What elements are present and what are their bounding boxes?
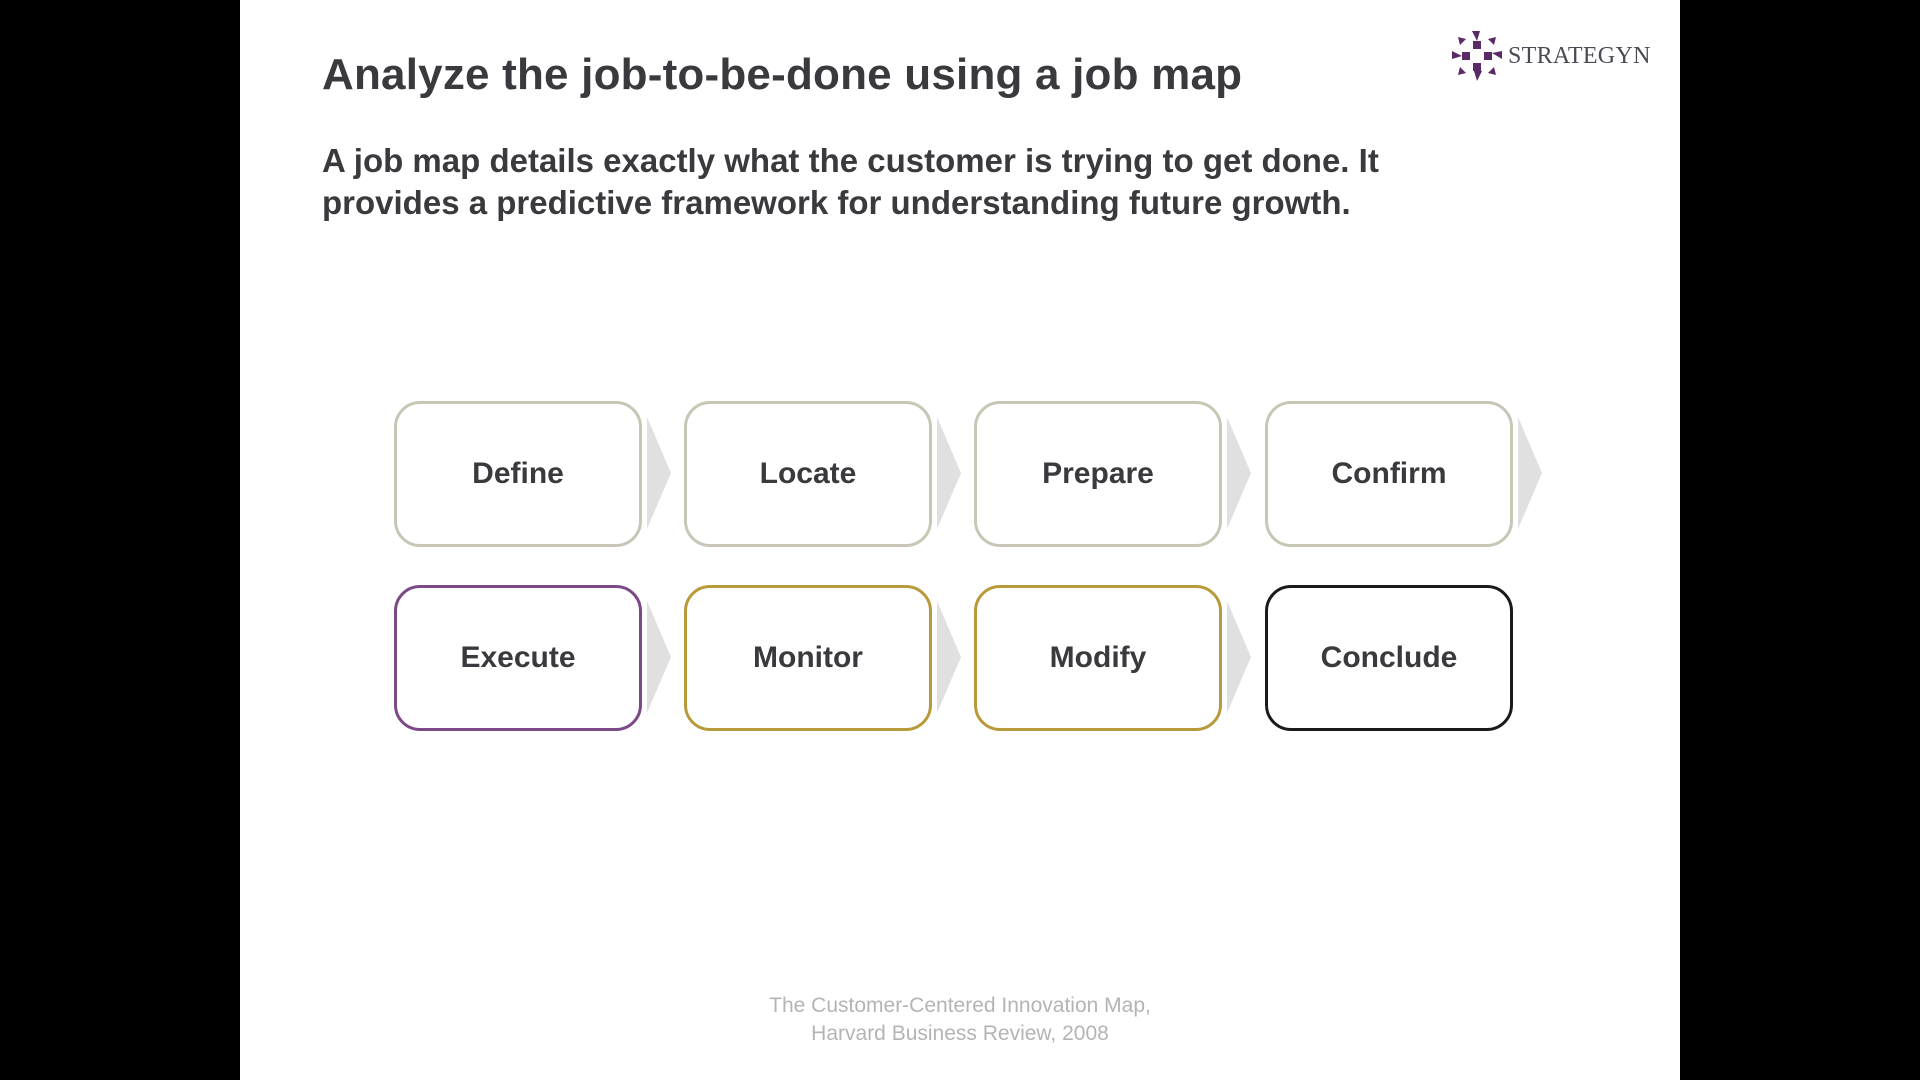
step-label: Conclude xyxy=(1320,641,1458,674)
step-label: Confirm xyxy=(1331,457,1447,490)
slide-title: Analyze the job-to-be-done using a job m… xyxy=(322,50,1243,99)
step-locate: Locate xyxy=(684,401,932,547)
flow-arrow xyxy=(937,601,961,713)
step-conclude: Conclude xyxy=(1265,585,1513,731)
step-label: Monitor xyxy=(753,641,863,674)
step-label: Define xyxy=(472,457,564,490)
slide-subtitle: A job map details exactly what the custo… xyxy=(322,142,1379,221)
step-label: Prepare xyxy=(1042,457,1154,490)
strategyn-mark-icon xyxy=(1452,31,1502,81)
step-label: Execute xyxy=(460,641,576,674)
citation-line-1: The Customer-Centered Innovation Map, xyxy=(769,994,1151,1017)
strategyn-logo: STRATEGYN xyxy=(1450,28,1651,84)
citation: The Customer-Centered Innovation Map, Ha… xyxy=(240,992,1680,1048)
step-monitor: Monitor xyxy=(684,585,932,731)
job-map: Define Locate Prepare Confirm Execute Mo… xyxy=(240,0,1680,1080)
flow-arrow xyxy=(647,601,671,713)
flow-arrow xyxy=(1227,601,1251,713)
flow-arrow xyxy=(937,417,961,529)
step-label: Locate xyxy=(759,457,857,490)
logo-text: STRATEGYN xyxy=(1508,42,1651,69)
flow-arrow xyxy=(1518,417,1542,529)
step-confirm: Confirm xyxy=(1265,401,1513,547)
step-define: Define xyxy=(394,401,642,547)
citation-line-2: Harvard Business Review, 2008 xyxy=(811,1022,1109,1045)
flow-arrow xyxy=(1227,417,1251,529)
slide: Analyze the job-to-be-done using a job m… xyxy=(240,0,1680,1080)
step-execute: Execute xyxy=(394,585,642,731)
step-prepare: Prepare xyxy=(974,401,1222,547)
step-modify: Modify xyxy=(974,585,1222,731)
flow-arrow xyxy=(647,417,671,529)
step-label: Modify xyxy=(1049,641,1147,674)
